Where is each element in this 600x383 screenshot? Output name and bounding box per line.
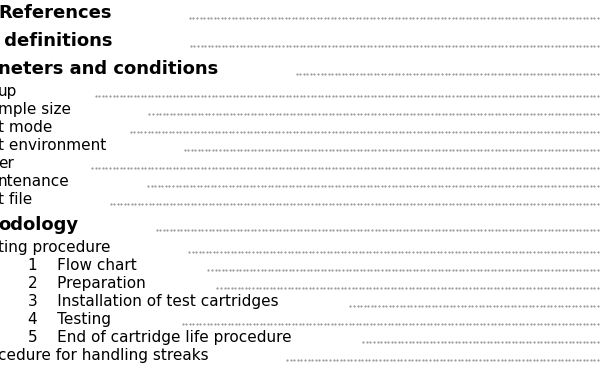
Text: mple size: mple size <box>0 102 71 117</box>
Text: 2    Preparation: 2 Preparation <box>28 276 146 291</box>
Text: ting procedure: ting procedure <box>0 240 110 255</box>
Text: neters and conditions: neters and conditions <box>0 60 218 78</box>
Text: up: up <box>0 84 17 99</box>
Text: t environment: t environment <box>0 138 106 153</box>
Text: ntenance: ntenance <box>0 174 70 189</box>
Text: er: er <box>0 156 14 171</box>
Text: 3    Installation of test cartridges: 3 Installation of test cartridges <box>28 294 278 309</box>
Text: t mode: t mode <box>0 120 52 135</box>
Text: 5    End of cartridge life procedure: 5 End of cartridge life procedure <box>28 330 292 345</box>
Text: 4    Testing: 4 Testing <box>28 312 111 327</box>
Text: References: References <box>0 4 112 22</box>
Text: t file: t file <box>0 192 32 207</box>
Text: definitions: definitions <box>0 32 113 50</box>
Text: 1    Flow chart: 1 Flow chart <box>28 258 137 273</box>
Text: cedure for handling streaks: cedure for handling streaks <box>0 348 209 363</box>
Text: odology: odology <box>0 216 78 234</box>
